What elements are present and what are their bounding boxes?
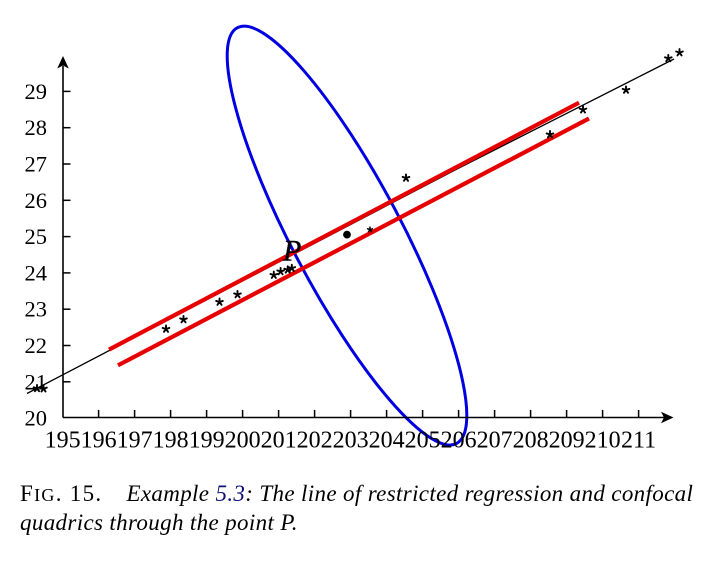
svg-text:28: 28 — [25, 115, 48, 140]
svg-text:29: 29 — [25, 79, 48, 104]
svg-text:196: 196 — [81, 427, 117, 453]
svg-text:206: 206 — [441, 427, 477, 453]
svg-text:203: 203 — [333, 427, 369, 453]
svg-text:210: 210 — [585, 427, 621, 453]
svg-text:P: P — [282, 235, 301, 268]
svg-text:205: 205 — [405, 427, 441, 453]
svg-text:201: 201 — [261, 427, 297, 453]
svg-text:25: 25 — [25, 224, 48, 249]
svg-text:26: 26 — [25, 188, 48, 213]
svg-text:208: 208 — [513, 427, 549, 453]
svg-text:198: 198 — [153, 427, 189, 453]
svg-text:27: 27 — [25, 152, 48, 177]
svg-text:22: 22 — [25, 333, 48, 358]
svg-text:200: 200 — [225, 427, 261, 453]
svg-text:207: 207 — [477, 427, 513, 453]
svg-text:24: 24 — [25, 260, 48, 285]
svg-text:195: 195 — [45, 427, 81, 453]
svg-text:199: 199 — [189, 427, 225, 453]
svg-text:202: 202 — [297, 427, 333, 453]
svg-text:211: 211 — [621, 427, 656, 453]
svg-text:209: 209 — [549, 427, 585, 453]
svg-text:23: 23 — [25, 297, 48, 322]
svg-text:20: 20 — [25, 406, 48, 431]
svg-text:204: 204 — [369, 427, 405, 453]
svg-text:197: 197 — [117, 427, 153, 453]
